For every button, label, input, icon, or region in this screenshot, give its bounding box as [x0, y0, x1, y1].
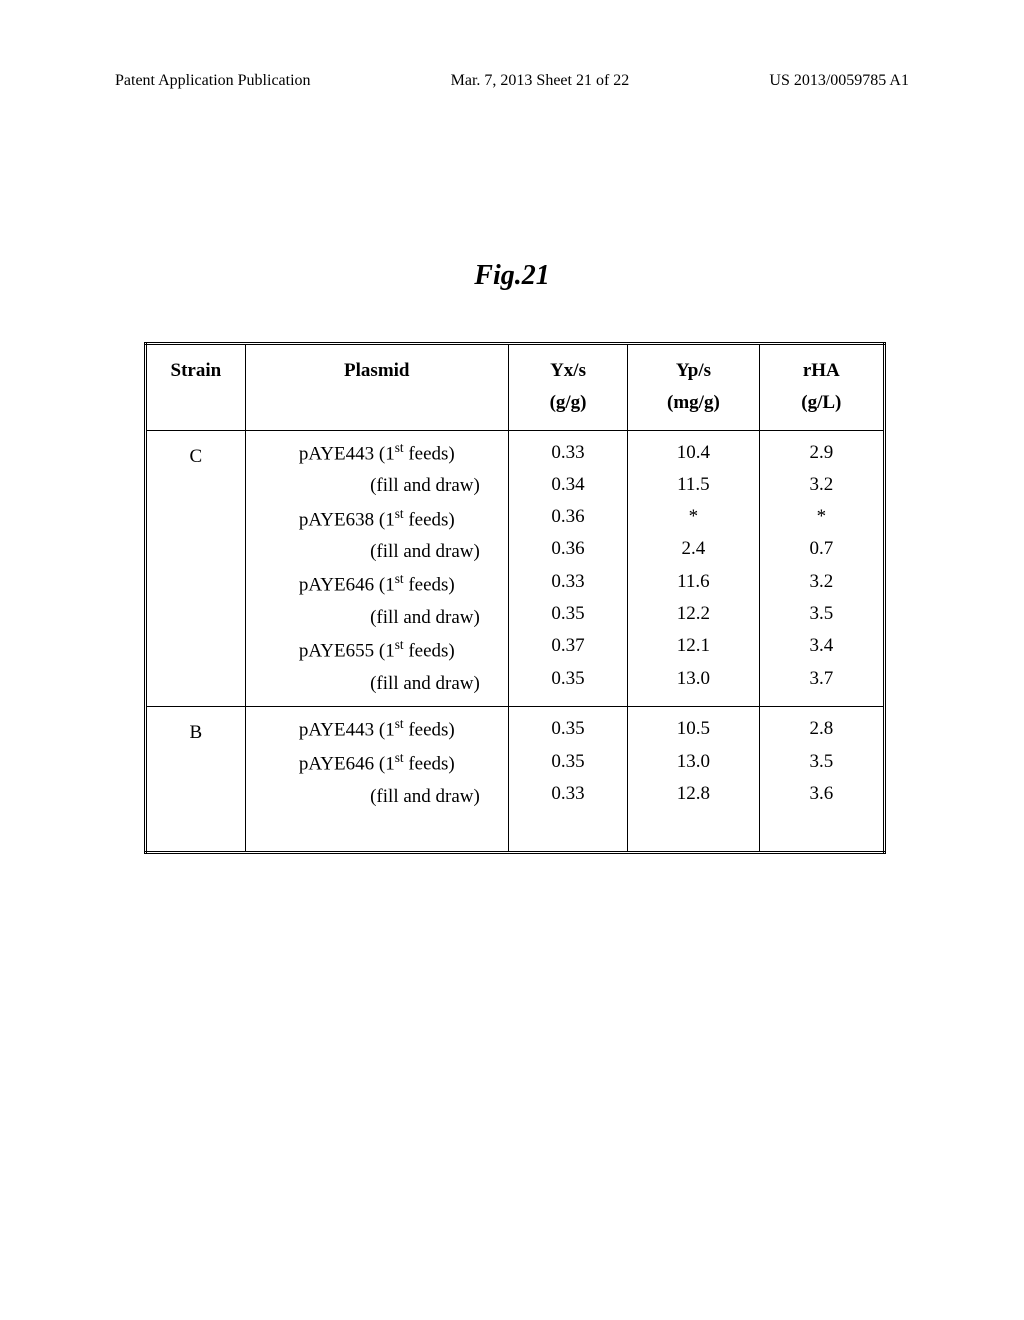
col-label: rHA	[803, 360, 840, 381]
patent-header: Patent Application Publication Mar. 7, 2…	[0, 72, 1024, 90]
value-line: 0.37	[519, 630, 617, 662]
yps-cell: 10.411.5*2.411.612.212.113.0	[628, 430, 759, 707]
col-header-yps: Yp/s (mg/g)	[628, 344, 759, 431]
table-body: CpAYE443 (1st feeds)(fill and draw)pAYE6…	[146, 430, 885, 853]
value-line: 13.0	[638, 746, 748, 778]
col-unit: (g/L)	[801, 392, 841, 413]
yxs-cell: 0.350.350.33	[508, 707, 627, 853]
value-line: 3.2	[770, 469, 873, 501]
value-line: 11.6	[638, 566, 748, 598]
header-right: US 2013/0059785 A1	[769, 72, 909, 90]
value-line: 3.6	[770, 778, 873, 810]
value-line: 0.33	[519, 778, 617, 810]
value-line: 0.34	[519, 469, 617, 501]
col-label: Strain	[171, 360, 222, 381]
value-line: 0.33	[519, 437, 617, 469]
plasmid-line: (fill and draw)	[256, 536, 498, 568]
col-label: Yp/s	[676, 360, 711, 381]
value-line: 3.2	[770, 566, 873, 598]
value-line: 10.4	[638, 437, 748, 469]
col-unit: (mg/g)	[667, 392, 720, 413]
value-line: 0.36	[519, 533, 617, 565]
value-line: 12.2	[638, 598, 748, 630]
value-line	[638, 810, 748, 842]
value-line: 0.7	[770, 533, 873, 565]
col-unit: (g/g)	[550, 392, 587, 413]
value-line: 12.8	[638, 778, 748, 810]
data-table-container: Strain Plasmid Yx/s (g/g) Yp/s (mg/g) rH…	[144, 342, 886, 854]
value-line: 0.35	[519, 598, 617, 630]
plasmid-line: pAYE443 (1st feeds)	[256, 713, 498, 747]
data-table: Strain Plasmid Yx/s (g/g) Yp/s (mg/g) rH…	[144, 342, 886, 854]
rha-cell: 2.93.2*0.73.23.53.43.7	[759, 430, 884, 707]
value-line: 11.5	[638, 469, 748, 501]
value-line: *	[638, 501, 748, 533]
value-line: *	[770, 501, 873, 533]
plasmid-cell: pAYE443 (1st feeds)(fill and draw)pAYE63…	[245, 430, 508, 707]
value-line	[519, 810, 617, 842]
value-line: 12.1	[638, 630, 748, 662]
plasmid-line: pAYE655 (1st feeds)	[256, 634, 498, 668]
strain-cell: B	[146, 707, 246, 853]
plasmid-line	[256, 813, 498, 845]
table-row: CpAYE443 (1st feeds)(fill and draw)pAYE6…	[146, 430, 885, 707]
header-center: Mar. 7, 2013 Sheet 21 of 22	[451, 72, 630, 90]
value-line: 3.5	[770, 598, 873, 630]
rha-cell: 2.83.53.6	[759, 707, 884, 853]
plasmid-line: (fill and draw)	[256, 781, 498, 813]
value-line: 2.4	[638, 533, 748, 565]
value-line: 10.5	[638, 713, 748, 745]
col-header-rha: rHA (g/L)	[759, 344, 884, 431]
value-line: 2.9	[770, 437, 873, 469]
value-line: 3.7	[770, 663, 873, 695]
col-label: Yx/s	[550, 360, 586, 381]
value-line	[770, 810, 873, 842]
value-line: 13.0	[638, 663, 748, 695]
value-line: 3.4	[770, 630, 873, 662]
table-header-row: Strain Plasmid Yx/s (g/g) Yp/s (mg/g) rH…	[146, 344, 885, 431]
value-line: 2.8	[770, 713, 873, 745]
value-line: 0.36	[519, 501, 617, 533]
plasmid-line: (fill and draw)	[256, 470, 498, 502]
plasmid-line: pAYE646 (1st feeds)	[256, 747, 498, 781]
plasmid-cell: pAYE443 (1st feeds)pAYE646 (1st feeds)(f…	[245, 707, 508, 853]
yps-cell: 10.513.012.8	[628, 707, 759, 853]
plasmid-line: (fill and draw)	[256, 668, 498, 700]
plasmid-line: pAYE443 (1st feeds)	[256, 437, 498, 471]
col-header-strain: Strain	[146, 344, 246, 431]
plasmid-line: pAYE646 (1st feeds)	[256, 568, 498, 602]
plasmid-line: pAYE638 (1st feeds)	[256, 503, 498, 537]
strain-cell: C	[146, 430, 246, 707]
col-header-yxs: Yx/s (g/g)	[508, 344, 627, 431]
table-row: BpAYE443 (1st feeds)pAYE646 (1st feeds)(…	[146, 707, 885, 853]
value-line: 0.33	[519, 566, 617, 598]
yxs-cell: 0.330.340.360.360.330.350.370.35	[508, 430, 627, 707]
value-line: 0.35	[519, 713, 617, 745]
value-line: 0.35	[519, 746, 617, 778]
header-left: Patent Application Publication	[115, 72, 311, 90]
figure-title: Fig.21	[0, 260, 1024, 292]
value-line: 3.5	[770, 746, 873, 778]
col-header-plasmid: Plasmid	[245, 344, 508, 431]
plasmid-line: (fill and draw)	[256, 602, 498, 634]
value-line: 0.35	[519, 663, 617, 695]
col-label: Plasmid	[344, 360, 409, 381]
